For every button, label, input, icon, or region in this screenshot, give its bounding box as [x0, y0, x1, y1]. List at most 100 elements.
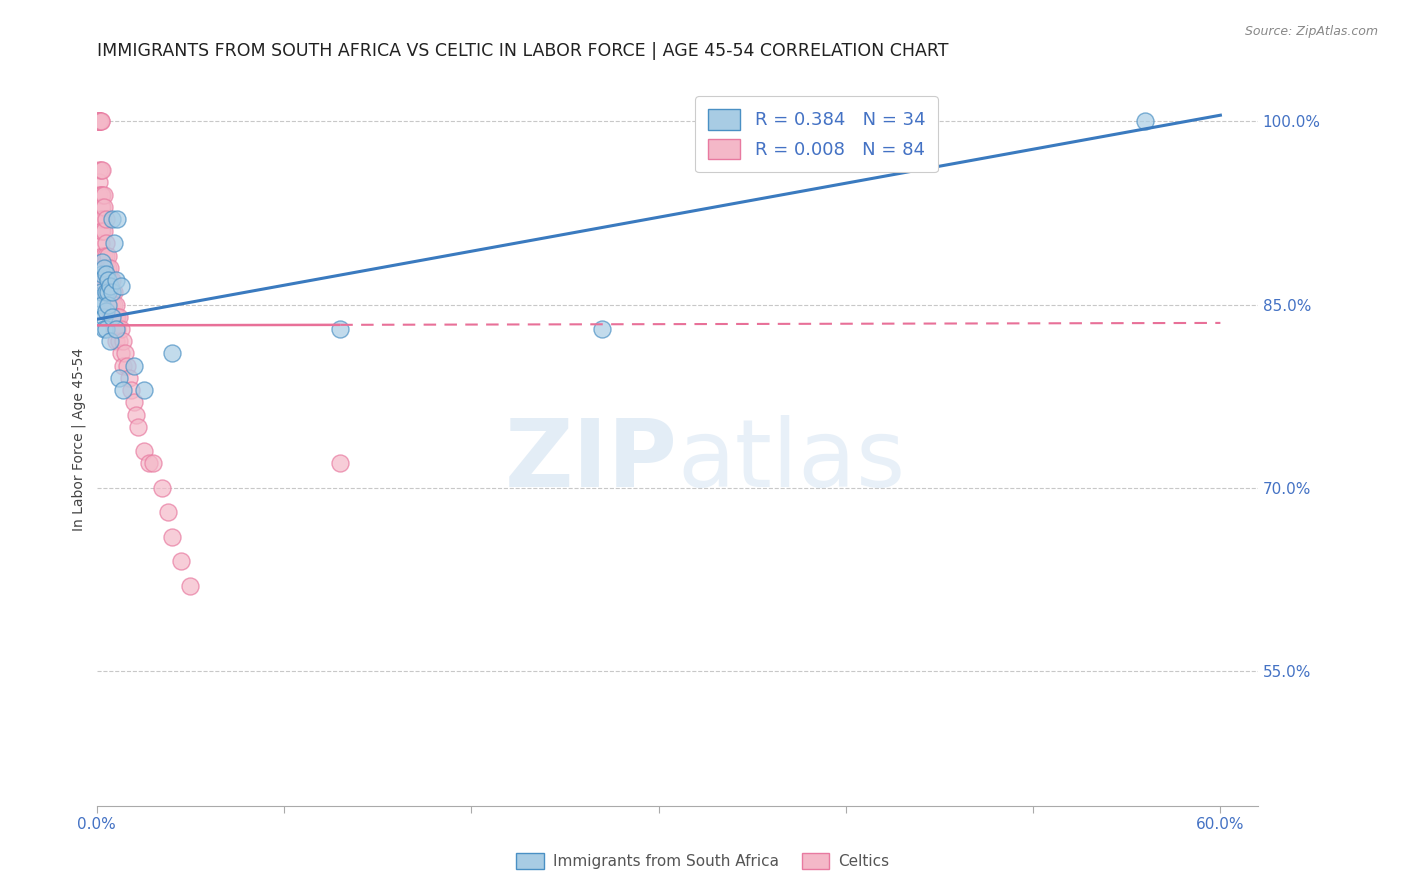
Point — [120, 383, 142, 397]
Point — [90, 212, 112, 227]
Point — [96, 212, 118, 227]
Point — [98, 260, 121, 275]
Point — [98, 334, 121, 349]
Point — [101, 285, 124, 300]
Point — [112, 383, 135, 397]
Point — [96, 322, 118, 336]
Point — [97, 297, 120, 311]
Point — [90, 260, 112, 275]
Point — [103, 322, 125, 336]
Point — [93, 249, 115, 263]
Point — [124, 395, 146, 409]
Point — [104, 334, 127, 349]
Point — [101, 273, 124, 287]
Text: atlas: atlas — [678, 415, 905, 507]
Text: ZIP: ZIP — [505, 415, 678, 507]
Point — [104, 322, 127, 336]
Point — [93, 285, 115, 300]
Point — [91, 163, 114, 178]
Point — [96, 267, 118, 281]
Point — [97, 285, 120, 300]
Point — [118, 371, 141, 385]
Point — [132, 444, 155, 458]
Point — [107, 212, 129, 227]
Point — [93, 310, 115, 324]
Point — [103, 310, 125, 324]
Point — [112, 359, 135, 373]
Point — [138, 457, 160, 471]
Point — [103, 236, 125, 251]
Point — [87, 292, 110, 306]
Point — [110, 322, 132, 336]
Point — [96, 260, 118, 275]
Point — [125, 408, 148, 422]
Point — [127, 419, 149, 434]
Point — [591, 322, 613, 336]
Point — [104, 322, 127, 336]
Point — [104, 273, 127, 287]
Point — [101, 285, 124, 300]
Point — [91, 224, 114, 238]
Point — [108, 334, 131, 349]
Point — [91, 200, 114, 214]
Point — [87, 114, 110, 128]
Point — [124, 359, 146, 373]
Y-axis label: In Labor Force | Age 45-54: In Labor Force | Age 45-54 — [72, 348, 86, 531]
Point — [91, 273, 114, 287]
Point — [93, 200, 115, 214]
Point — [103, 285, 125, 300]
Point — [91, 212, 114, 227]
Point — [90, 224, 112, 238]
Point — [108, 371, 131, 385]
Point — [90, 163, 112, 178]
Point — [87, 163, 110, 178]
Text: Source: ZipAtlas.com: Source: ZipAtlas.com — [1244, 25, 1378, 38]
Point — [87, 114, 110, 128]
Point — [87, 175, 110, 189]
Point — [97, 297, 120, 311]
Point — [96, 285, 118, 300]
Point — [107, 310, 129, 324]
Point — [329, 457, 352, 471]
Point — [90, 285, 112, 300]
Point — [91, 187, 114, 202]
Point — [87, 114, 110, 128]
Point — [179, 579, 201, 593]
Point — [98, 285, 121, 300]
Point — [90, 200, 112, 214]
Point — [101, 297, 124, 311]
Point — [93, 273, 115, 287]
Point — [170, 554, 193, 568]
Point — [98, 310, 121, 324]
Point — [108, 310, 131, 324]
Point — [150, 481, 173, 495]
Point — [96, 285, 118, 300]
Point — [91, 255, 114, 269]
Point — [90, 114, 112, 128]
Point — [142, 457, 165, 471]
Point — [114, 346, 136, 360]
Point — [91, 249, 114, 263]
Point — [96, 236, 118, 251]
Point — [110, 279, 132, 293]
Point — [93, 260, 115, 275]
Point — [104, 310, 127, 324]
Point — [103, 297, 125, 311]
Point — [97, 260, 120, 275]
Point — [97, 273, 120, 287]
Point — [90, 273, 112, 287]
Legend: R = 0.384   N = 34, R = 0.008   N = 84: R = 0.384 N = 34, R = 0.008 N = 84 — [695, 96, 938, 172]
Point — [132, 383, 155, 397]
Point — [91, 267, 114, 281]
Point — [90, 236, 112, 251]
Point — [1135, 114, 1157, 128]
Point — [96, 303, 118, 318]
Point — [329, 322, 352, 336]
Point — [156, 505, 179, 519]
Point — [93, 187, 115, 202]
Point — [101, 310, 124, 324]
Point — [97, 249, 120, 263]
Point — [97, 285, 120, 300]
Point — [98, 279, 121, 293]
Point — [110, 346, 132, 360]
